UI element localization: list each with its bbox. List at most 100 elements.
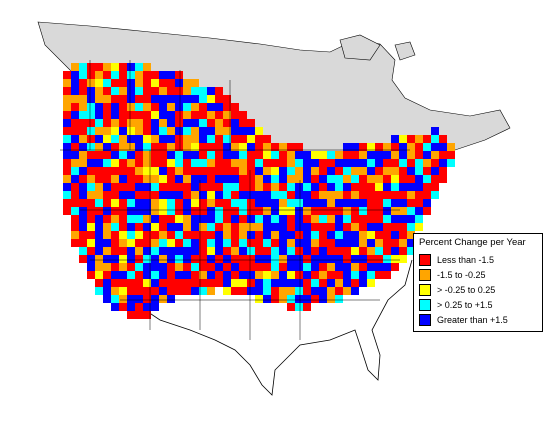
trend-cell — [63, 191, 71, 199]
trend-cell — [151, 135, 159, 143]
trend-cell — [183, 215, 191, 223]
trend-cell — [79, 103, 87, 111]
trend-cell — [343, 263, 351, 271]
trend-cell — [223, 247, 231, 255]
trend-cell — [207, 151, 215, 159]
trend-cell — [239, 159, 247, 167]
trend-cell — [207, 95, 215, 103]
trend-cell — [127, 143, 135, 151]
trend-cell — [359, 239, 367, 247]
trend-cell — [407, 247, 415, 255]
trend-cell — [175, 127, 183, 135]
trend-cell — [303, 175, 311, 183]
trend-cell — [335, 239, 343, 247]
trend-cell — [119, 143, 127, 151]
trend-cell — [167, 167, 175, 175]
trend-cell — [119, 183, 127, 191]
trend-cell — [127, 215, 135, 223]
trend-cell — [183, 111, 191, 119]
trend-cell — [159, 223, 167, 231]
trend-cell — [231, 135, 239, 143]
trend-cell — [399, 239, 407, 247]
trend-cell — [159, 183, 167, 191]
trend-cell — [199, 279, 207, 287]
trend-cell — [95, 239, 103, 247]
trend-cell — [199, 215, 207, 223]
trend-cell — [303, 191, 311, 199]
trend-cell — [303, 207, 311, 215]
trend-cell — [359, 191, 367, 199]
trend-cell — [111, 87, 119, 95]
trend-cell — [343, 143, 351, 151]
trend-cell — [191, 287, 199, 295]
trend-cell — [151, 175, 159, 183]
trend-cell — [351, 159, 359, 167]
trend-cell — [95, 207, 103, 215]
trend-cell — [375, 207, 383, 215]
trend-cell — [143, 143, 151, 151]
trend-cell — [151, 207, 159, 215]
trend-cell — [287, 167, 295, 175]
trend-cell — [143, 183, 151, 191]
trend-cell — [303, 239, 311, 247]
trend-cell — [167, 287, 175, 295]
trend-cell — [175, 103, 183, 111]
trend-cell — [151, 119, 159, 127]
trend-cell — [335, 215, 343, 223]
trend-cell — [175, 207, 183, 215]
trend-cell — [295, 207, 303, 215]
trend-cell — [167, 239, 175, 247]
legend-item: -1.5 to -0.25 — [419, 267, 537, 282]
trend-cell — [279, 271, 287, 279]
trend-cell — [319, 263, 327, 271]
trend-cell — [343, 279, 351, 287]
trend-cell — [271, 207, 279, 215]
trend-cell — [95, 95, 103, 103]
trend-cell — [71, 191, 79, 199]
trend-cell — [103, 287, 111, 295]
trend-cell — [335, 279, 343, 287]
trend-cell — [311, 207, 319, 215]
trend-cell — [79, 167, 87, 175]
trend-cell — [287, 175, 295, 183]
trend-cell — [111, 271, 119, 279]
trend-cell — [79, 183, 87, 191]
trend-cell — [103, 231, 111, 239]
trend-cell — [255, 295, 263, 303]
trend-cell — [223, 215, 231, 223]
trend-cell — [119, 239, 127, 247]
trend-cell — [175, 167, 183, 175]
trend-cell — [191, 231, 199, 239]
trend-cell — [415, 207, 423, 215]
trend-cell — [263, 295, 271, 303]
trend-cell — [167, 103, 175, 111]
trend-cell — [103, 111, 111, 119]
trend-cell — [103, 271, 111, 279]
trend-cell — [407, 223, 415, 231]
trend-cell — [143, 87, 151, 95]
trend-cell — [391, 167, 399, 175]
trend-cell — [255, 247, 263, 255]
trend-cell — [71, 79, 79, 87]
trend-cell — [367, 191, 375, 199]
trend-cell — [87, 119, 95, 127]
trend-cell — [271, 247, 279, 255]
trend-cell — [111, 207, 119, 215]
trend-cell — [319, 151, 327, 159]
trend-cell — [247, 183, 255, 191]
trend-cell — [103, 143, 111, 151]
legend-item: Greater than +1.5 — [419, 312, 537, 327]
trend-cell — [351, 191, 359, 199]
trend-cell — [135, 135, 143, 143]
trend-cell — [279, 263, 287, 271]
southern-outline — [79, 249, 413, 396]
trend-cell — [151, 279, 159, 287]
trend-cell — [63, 127, 71, 135]
trend-cell — [255, 199, 263, 207]
trend-cell — [439, 151, 447, 159]
trend-cell — [335, 255, 343, 263]
trend-cell — [367, 175, 375, 183]
trend-cell — [375, 215, 383, 223]
trend-cell — [95, 255, 103, 263]
